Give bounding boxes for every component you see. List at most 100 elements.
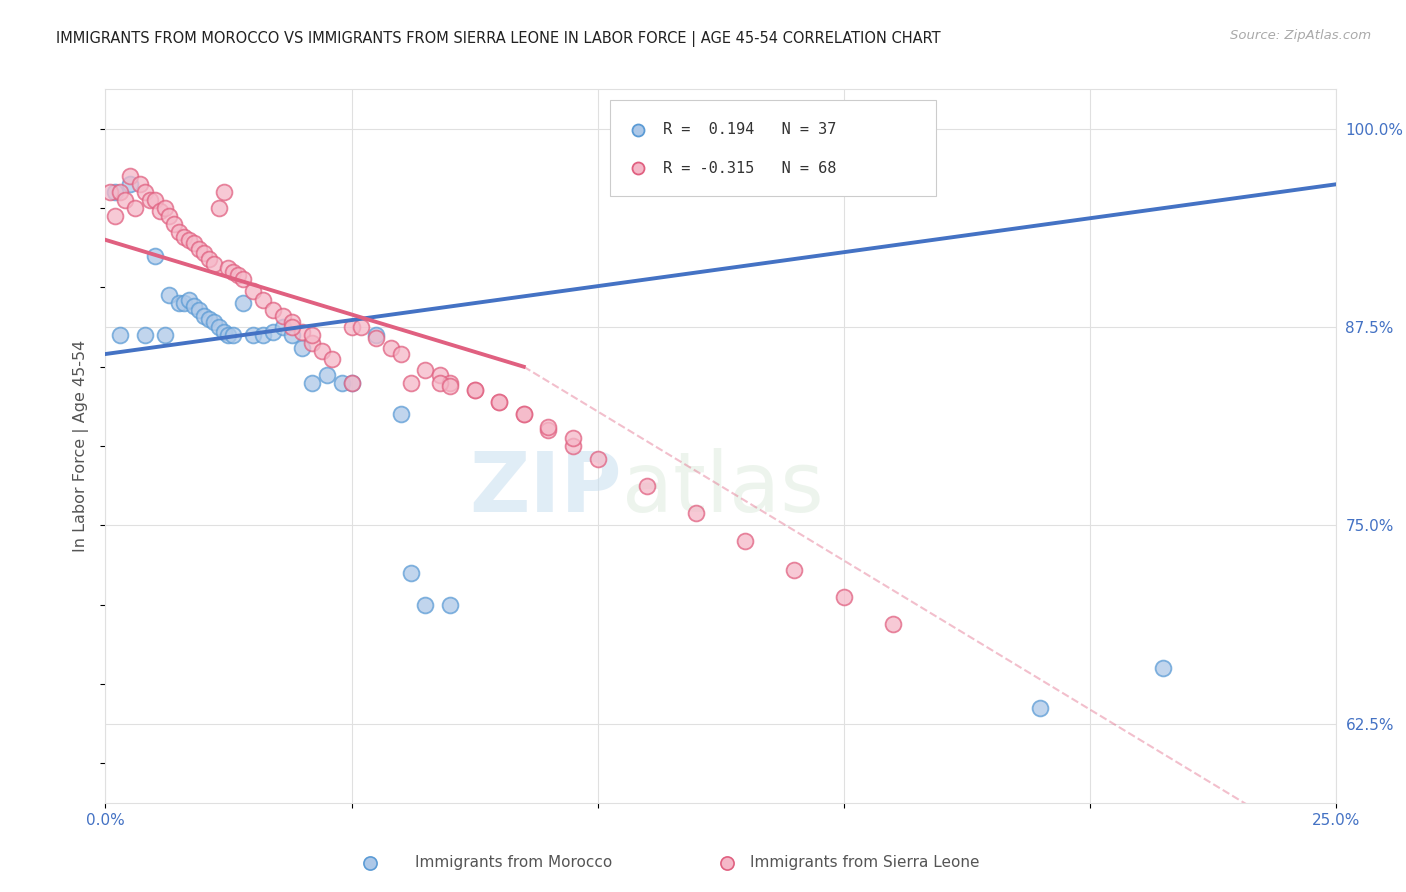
Text: Immigrants from Sierra Leone: Immigrants from Sierra Leone [749, 855, 980, 870]
Point [202, 257, 225, 271]
Point [188, 302, 211, 317]
Point [104, 209, 127, 223]
Point [1153, 661, 1175, 675]
Text: IMMIGRANTS FROM MOROCCO VS IMMIGRANTS FROM SIERRA LEONE IN LABOR FORCE | AGE 45-: IMMIGRANTS FROM MOROCCO VS IMMIGRANTS FR… [56, 31, 941, 47]
Point [202, 315, 225, 329]
Point [110, 186, 132, 200]
Point [208, 201, 231, 215]
Text: Source: ZipAtlas.com: Source: ZipAtlas.com [1230, 29, 1371, 42]
Point [197, 312, 221, 326]
Point [340, 320, 363, 334]
Point [232, 272, 254, 286]
FancyBboxPatch shape [610, 100, 936, 196]
Text: Immigrants from Morocco: Immigrants from Morocco [415, 855, 612, 870]
Point [143, 249, 166, 263]
Point [734, 534, 756, 549]
Point [134, 328, 156, 343]
Point [429, 368, 451, 382]
Point [389, 407, 412, 421]
Point [169, 296, 191, 310]
Point [159, 288, 180, 302]
Point [169, 225, 191, 239]
Point [439, 598, 461, 612]
Point [208, 320, 231, 334]
Point [301, 376, 323, 390]
Point [281, 328, 304, 343]
Point [882, 616, 904, 631]
Point [143, 193, 166, 207]
Text: R = -0.315   N = 68: R = -0.315 N = 68 [662, 161, 837, 176]
Point [315, 368, 337, 382]
Point [415, 363, 437, 377]
Point [98, 186, 122, 200]
Text: R =  0.194   N = 37: R = 0.194 N = 37 [662, 122, 837, 137]
Point [212, 325, 235, 339]
Point [586, 451, 609, 466]
Point [179, 293, 201, 307]
Point [262, 302, 284, 317]
Point [281, 315, 304, 329]
Point [340, 376, 363, 390]
Point [636, 478, 658, 492]
Point [399, 566, 422, 580]
Point [783, 563, 806, 577]
Point [301, 335, 323, 350]
Point [222, 328, 245, 343]
Point [218, 328, 240, 343]
Point [173, 229, 195, 244]
Point [562, 439, 585, 453]
Point [138, 193, 162, 207]
Point [488, 394, 510, 409]
Point [271, 309, 294, 323]
Point [321, 351, 343, 366]
Point [330, 376, 353, 390]
Point [212, 186, 235, 200]
Point [311, 343, 333, 358]
Point [188, 243, 211, 257]
Point [193, 245, 215, 260]
Point [685, 506, 707, 520]
Point [562, 431, 585, 445]
Point [120, 178, 141, 192]
Point [252, 293, 274, 307]
Point [183, 300, 205, 314]
Point [153, 328, 176, 343]
Point [439, 378, 461, 392]
Point [291, 325, 314, 339]
Text: atlas: atlas [621, 449, 824, 529]
Point [149, 204, 172, 219]
Point [464, 384, 486, 398]
Point [242, 284, 264, 298]
Point [429, 376, 451, 390]
Point [291, 341, 314, 355]
Point [488, 394, 510, 409]
Point [380, 341, 402, 355]
Point [134, 186, 156, 200]
Y-axis label: In Labor Force | Age 45-54: In Labor Force | Age 45-54 [73, 340, 90, 552]
Point [301, 328, 323, 343]
Point [222, 264, 245, 278]
Point [262, 325, 284, 339]
Point [153, 201, 176, 215]
Point [104, 186, 127, 200]
Point [1029, 700, 1052, 714]
Point [716, 855, 738, 870]
Point [389, 347, 412, 361]
Point [197, 252, 221, 266]
Point [359, 855, 381, 870]
Point [114, 193, 136, 207]
Point [179, 233, 201, 247]
Point [159, 209, 180, 223]
Point [366, 331, 388, 345]
Point [537, 423, 560, 437]
Point [232, 296, 254, 310]
Point [366, 328, 388, 343]
Point [340, 376, 363, 390]
Point [120, 169, 141, 184]
Point [163, 217, 186, 231]
Point [228, 268, 250, 282]
Point [271, 320, 294, 334]
Point [124, 201, 146, 215]
Point [183, 235, 205, 250]
Point [464, 384, 486, 398]
